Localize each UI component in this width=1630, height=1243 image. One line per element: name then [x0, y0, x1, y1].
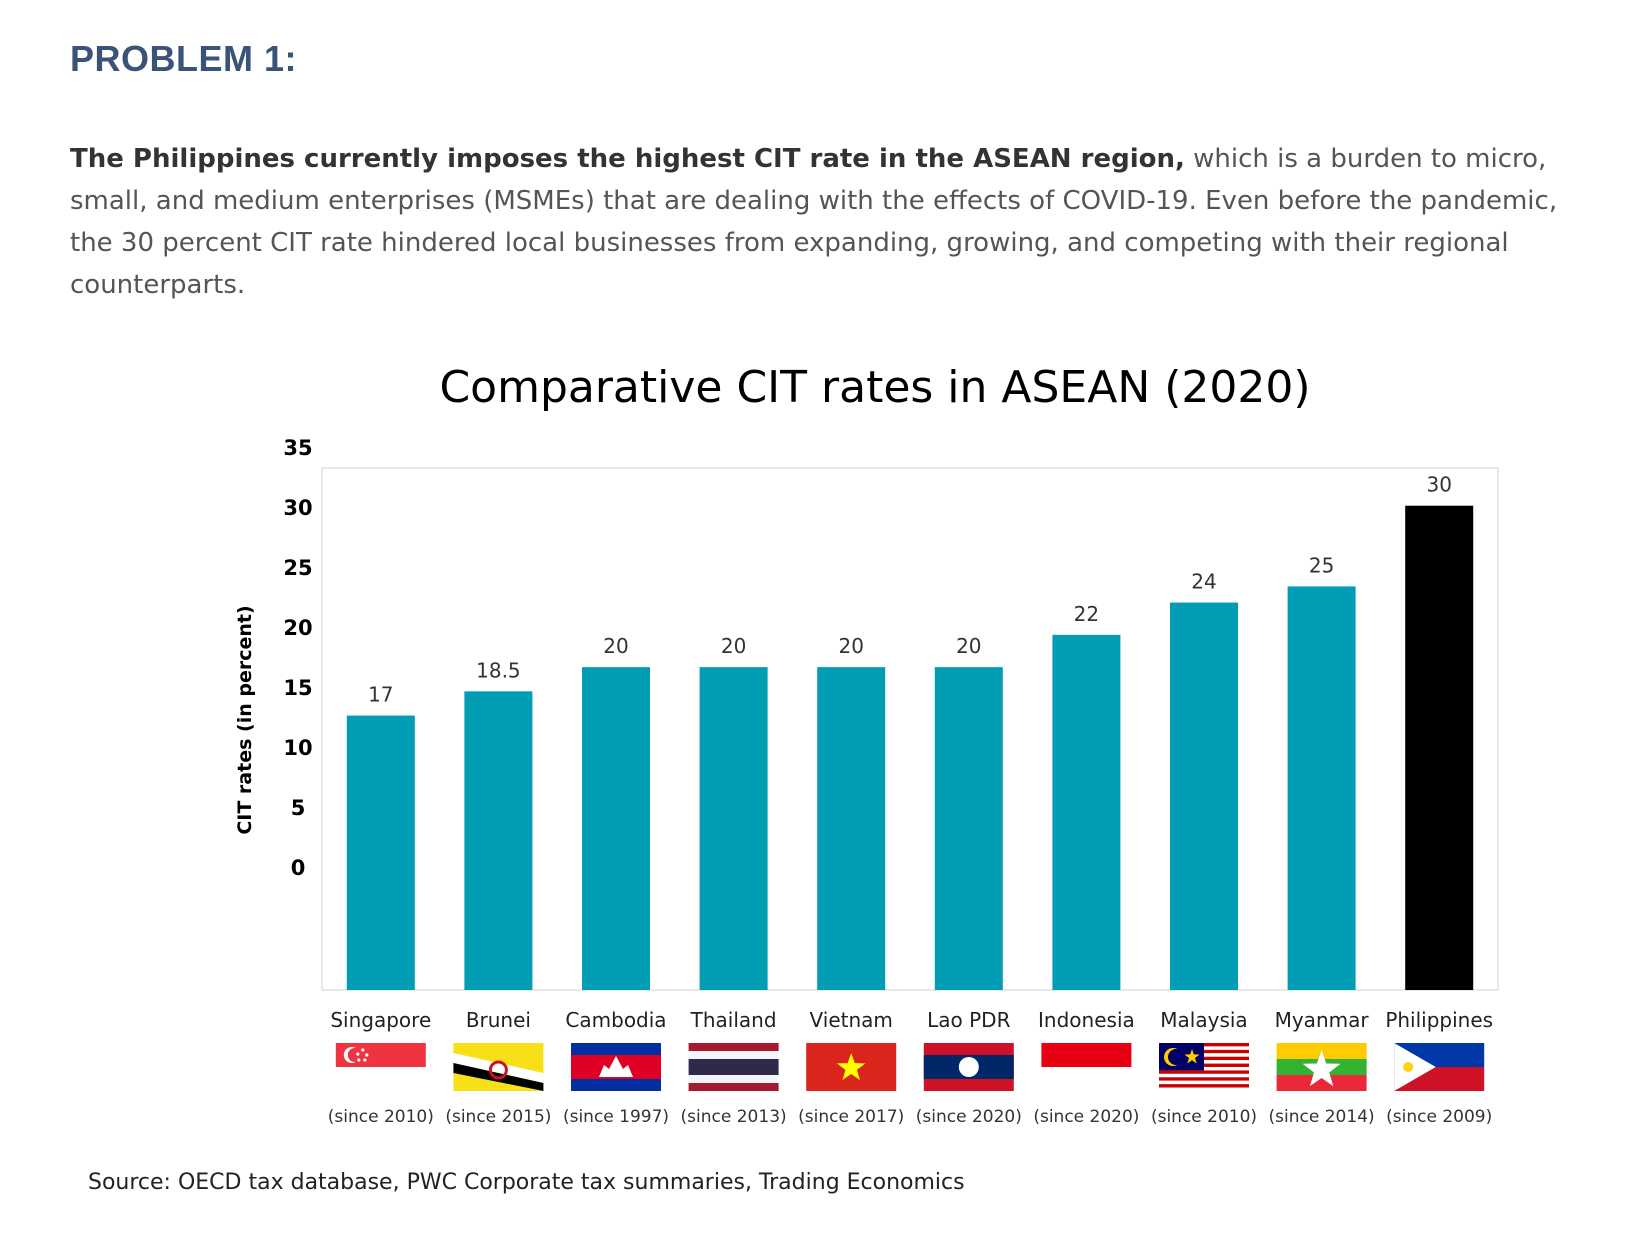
flag-star	[1184, 1049, 1200, 1064]
flag-star	[361, 1048, 365, 1052]
intro-bold-text: The Philippines currently imposes the hi…	[70, 144, 1185, 174]
intro-paragraph: The Philippines currently imposes the hi…	[70, 138, 1570, 306]
since-label: (since 2009)	[1386, 1107, 1492, 1127]
flag-stripe	[688, 1051, 779, 1059]
x-tick-label: Philippines	[1385, 1008, 1493, 1032]
indonesia-flag	[1041, 1043, 1132, 1091]
x-tick-label: Myanmar	[1275, 1008, 1370, 1032]
data-label: 24	[1191, 570, 1216, 594]
myanmar-flag	[1276, 1043, 1367, 1091]
flag-stripe	[688, 1083, 779, 1091]
bar	[346, 715, 415, 990]
flag-star	[365, 1053, 369, 1057]
flag-sun	[1403, 1062, 1414, 1072]
vietnam-flag	[806, 1043, 897, 1091]
x-tick-label: Indonesia	[1038, 1008, 1135, 1032]
laos-flag	[923, 1043, 1014, 1091]
y-tick-label: 25	[283, 556, 312, 580]
x-tick-label: Brunei	[466, 1008, 531, 1032]
flag-temple	[599, 1056, 633, 1077]
since-label: (since 2010)	[328, 1107, 434, 1127]
flag-emblem	[488, 1060, 508, 1080]
philippines-flag	[1394, 1043, 1485, 1091]
data-label: 17	[368, 683, 393, 707]
page-heading: PROBLEM 1:	[70, 38, 298, 79]
brunei-flag	[453, 1043, 544, 1091]
y-tick-label: 20	[283, 616, 312, 640]
bar	[582, 667, 650, 990]
data-label: 22	[1074, 602, 1099, 626]
since-label: (since 2020)	[916, 1107, 1022, 1127]
data-label: 30	[1426, 473, 1451, 497]
flag-stripe	[688, 1043, 779, 1051]
data-label: 25	[1309, 553, 1334, 577]
since-label: (since 1997)	[563, 1107, 669, 1127]
flag-stripe	[1159, 1073, 1249, 1078]
flag-stripe	[453, 1053, 544, 1083]
data-label: 20	[603, 634, 628, 658]
data-label: 20	[838, 634, 863, 658]
flag-star	[836, 1053, 866, 1081]
x-tick-label: Thailand	[690, 1008, 777, 1032]
since-label: (since 2017)	[798, 1107, 904, 1127]
data-label: 18.5	[476, 658, 521, 682]
y-tick-label: 0	[291, 856, 306, 880]
y-tick-label: 30	[283, 496, 312, 520]
since-label: (since 2013)	[681, 1107, 787, 1127]
bar	[934, 667, 1003, 990]
y-tick-label: 5	[291, 796, 306, 820]
flag-star	[363, 1058, 367, 1062]
flag-stripe	[1159, 1077, 1249, 1081]
thailand-flag	[688, 1043, 779, 1091]
y-tick-label: 35	[283, 436, 312, 460]
flag-triangle	[1394, 1043, 1436, 1091]
flag-disc	[958, 1057, 979, 1077]
source-note: Source: OECD tax database, PWC Corporate…	[88, 1170, 965, 1195]
flag-stripe	[1159, 1087, 1249, 1091]
x-tick-label: Cambodia	[565, 1008, 666, 1032]
bar	[699, 667, 768, 990]
flag-stripe	[1041, 1067, 1132, 1091]
plot-area	[321, 467, 1499, 991]
bar	[1405, 505, 1474, 990]
since-label: (since 2014)	[1269, 1107, 1375, 1127]
chart-title: Comparative CIT rates in ASEAN (2020)	[439, 362, 1311, 413]
flag-stripe	[1159, 1080, 1249, 1085]
since-label: (since 2010)	[1151, 1107, 1257, 1127]
flag-stripe	[1041, 1043, 1132, 1067]
data-label: 20	[721, 634, 746, 658]
bar	[464, 691, 533, 990]
singapore-flag	[335, 1043, 426, 1091]
bar	[1170, 602, 1238, 990]
x-tick-label: Singapore	[330, 1008, 431, 1032]
cambodia-flag	[571, 1043, 661, 1091]
y-tick-label: 10	[283, 736, 312, 760]
since-label: (since 2015)	[445, 1107, 551, 1127]
y-tick-label: 15	[283, 676, 312, 700]
flag-stripe	[688, 1059, 779, 1075]
malaysia-flag	[1159, 1043, 1249, 1091]
flag-star	[357, 1058, 361, 1062]
flag-stripe	[1159, 1070, 1249, 1074]
y-axis-label: CIT rates (in percent)	[234, 605, 256, 834]
bar	[817, 667, 886, 990]
flag-star	[1302, 1050, 1341, 1087]
intro-body-text: which is a burden to micro, small, and m…	[70, 144, 1558, 300]
flag-stripe	[688, 1075, 779, 1083]
x-tick-label: Lao PDR	[927, 1008, 1010, 1032]
data-label: 20	[956, 634, 981, 658]
flag-crescent	[1168, 1049, 1184, 1065]
bar	[1052, 634, 1121, 990]
x-tick-label: Vietnam	[810, 1008, 893, 1032]
flag-stripe	[1276, 1075, 1367, 1091]
flag-stripe	[335, 1067, 426, 1091]
x-tick-label: Malaysia	[1160, 1008, 1247, 1032]
bar	[1287, 586, 1356, 990]
flag-stripe	[1159, 1084, 1249, 1088]
flag-star	[356, 1052, 360, 1056]
since-label: (since 2020)	[1033, 1107, 1139, 1127]
